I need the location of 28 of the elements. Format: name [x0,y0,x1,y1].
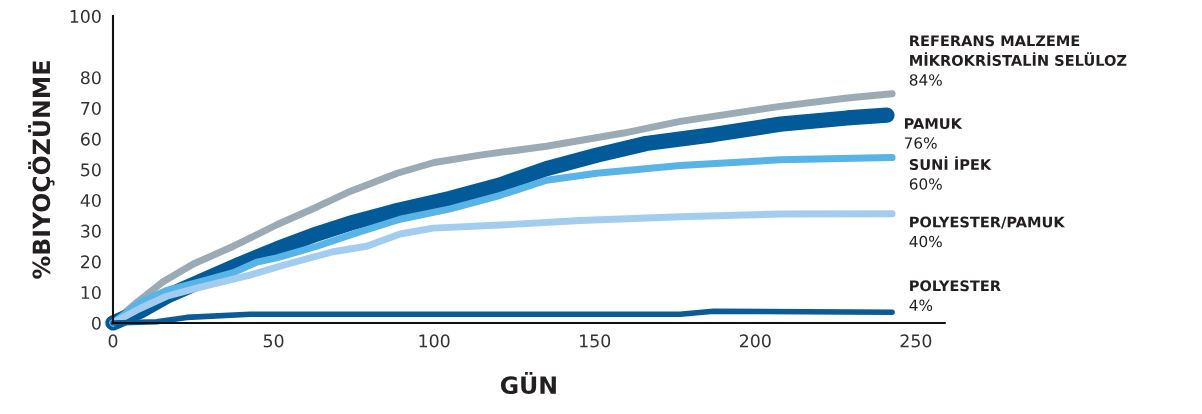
x-tick-label: 200 [740,334,771,348]
series-label: POLYESTER/PAMUK [910,216,1066,229]
y-tick-label: 20 [81,255,101,269]
y-tick-label: 100 [70,9,101,23]
series-label: SUNİ İPEK [909,156,992,171]
annotation: 40% [909,235,942,248]
y-tick-label: 40 [80,193,101,208]
series-label: POLYESTER [910,280,1001,292]
y-tick-label: 0 [91,316,101,330]
annotation: 4% [909,299,933,312]
y-tick-label: 30 [81,224,101,238]
y-tick-label: 70 [81,101,101,116]
text: REFERANS MALZEME MİKROKRİSTALİN SELÜLOZ [910,35,1127,66]
x-tick-label: 100 [419,334,450,348]
x-tick-label: 50 [263,334,284,348]
x-axis-title: GÜN [500,371,556,395]
y-tick-label: 60 [81,132,101,146]
x-tick-label: 0 [108,334,118,348]
y-axis-title: %BIYOÇÖZÜNME [28,61,55,279]
y-tick-label: 50 [81,163,101,177]
y-tick-label: 10 [81,285,101,300]
x-tick-label: 250 [900,334,932,348]
annotation: 84% [909,74,942,86]
annotation: 60% [909,178,942,190]
annotation: 76% [904,137,937,149]
series-label: PAMUK [904,118,963,130]
y-tick-label: 80 [80,71,101,85]
x-tick-label: 150 [580,334,611,348]
